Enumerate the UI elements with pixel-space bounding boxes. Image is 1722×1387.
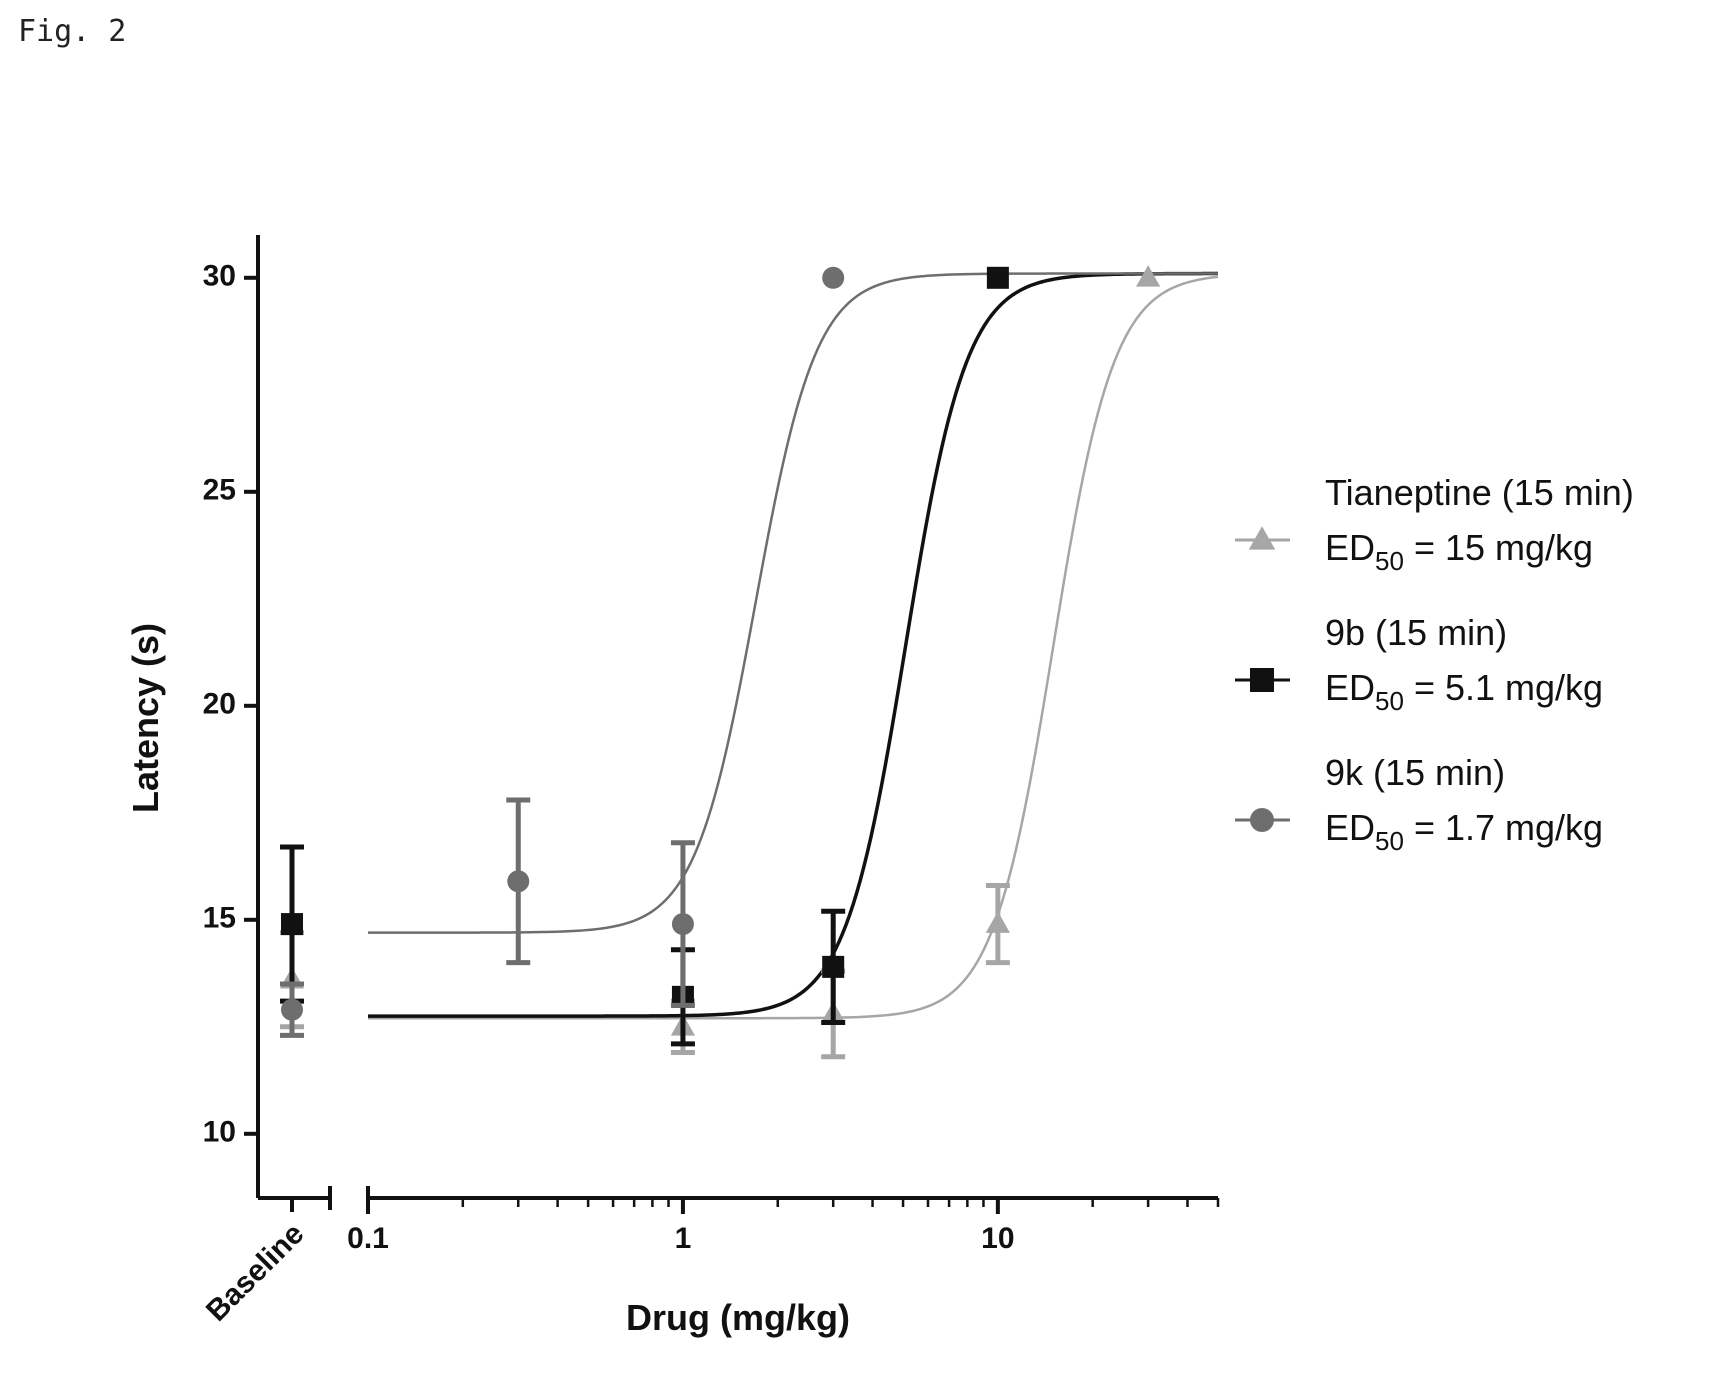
triangle-marker [1136,265,1161,287]
y-tick-label: 15 [203,902,236,935]
fit-curve [368,271,1218,1018]
series-points [280,266,1009,1047]
y-axis-title: Latency (s) [125,623,166,813]
fit-curve [368,272,1218,934]
circle-marker [281,998,303,1021]
y-tick-label: 30 [203,260,236,293]
legend-item: 9k (15 min) ED50 = 1.7 mg/kg [1235,752,1603,856]
circle-marker [822,266,845,289]
y-tick-label: 10 [203,1116,236,1149]
legend-series-name: 9k (15 min) [1325,752,1505,793]
figure-label: Fig. 2 [18,14,127,49]
series-points [279,265,1161,1060]
series-points [280,266,845,1038]
legend-ed50: ED50 = 5.1 mg/kg [1325,667,1603,716]
circle-marker [671,913,694,936]
square-marker [281,913,303,936]
legend-ed50: ED50 = 15 mg/kg [1325,527,1593,576]
data-points [279,265,1161,1060]
legend-item: Tianeptine (15 min) ED50 = 15 mg/kg [1235,472,1634,576]
y-tick-label: 20 [203,688,236,721]
square-marker [822,955,845,978]
fit-curves [368,271,1219,1020]
legend-ed50: ED50 = 1.7 mg/kg [1325,807,1603,856]
x-axis-title: Drug (mg/kg) [626,1297,850,1338]
triangle-marker [985,911,1010,933]
legend: Tianeptine (15 min) ED50 = 15 mg/kg 9b (15… [1235,472,1634,856]
baseline-tick-label: Baseline [200,1217,311,1328]
circle-marker [507,870,530,893]
legend-series-name: Tianeptine (15 min) [1325,472,1634,513]
square-marker [986,266,1009,289]
circle-marker [1250,808,1274,832]
legend-series-name: 9b (15 min) [1325,612,1507,653]
y-tick-label: 25 [203,474,236,507]
x-tick-label: 10 [981,1222,1014,1255]
square-marker [1250,668,1274,692]
legend-item: 9b (15 min) ED50 = 5.1 mg/kg [1235,612,1603,716]
fit-curve [368,275,1219,1020]
triangle-marker [1248,526,1276,550]
x-tick-label: 1 [675,1222,692,1255]
x-tick-label: 0.1 [347,1222,389,1255]
axes: 10 15 20 25 30 0.1 1 10 [203,235,1220,1255]
